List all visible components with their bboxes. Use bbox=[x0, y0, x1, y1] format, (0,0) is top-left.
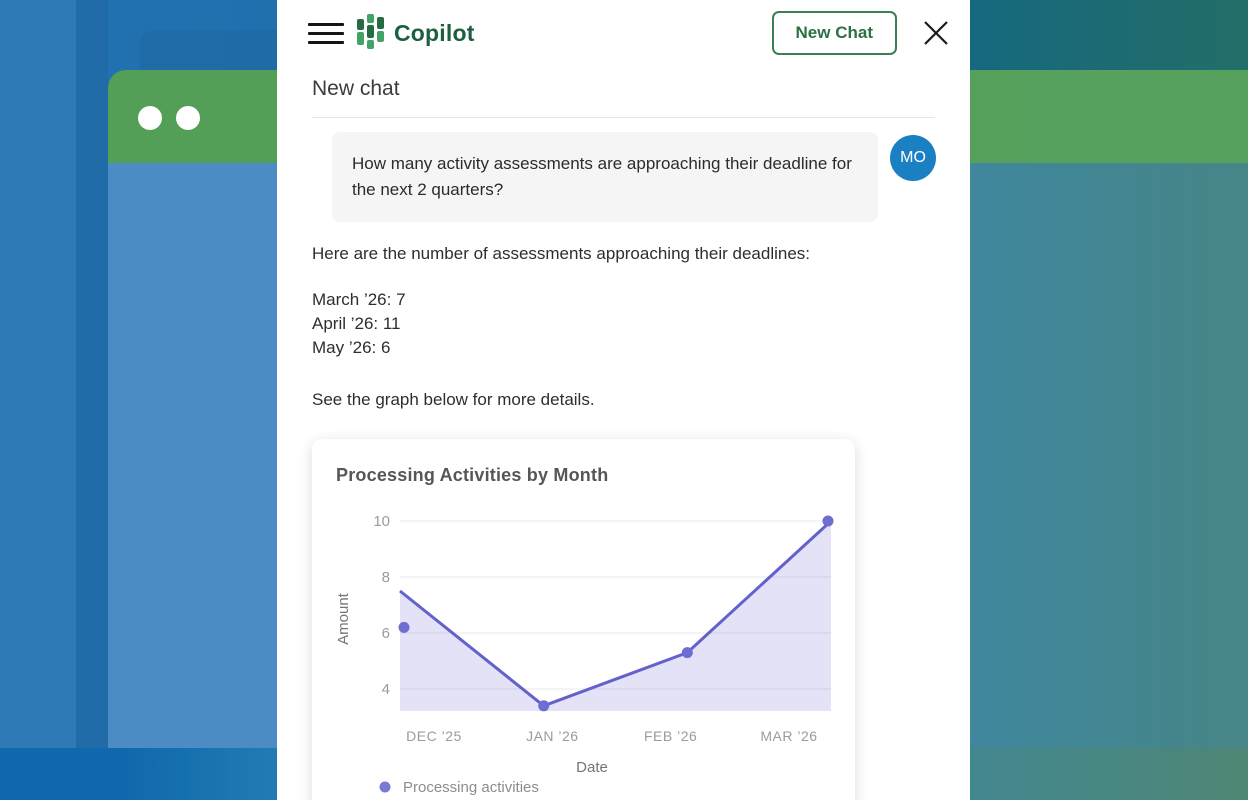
x-tick-label: DEC ’25 bbox=[406, 728, 462, 744]
menu-icon[interactable] bbox=[308, 22, 344, 44]
window-dot-icon bbox=[138, 106, 162, 130]
page-title: New chat bbox=[312, 77, 400, 100]
area-fill bbox=[400, 521, 831, 711]
y-tick-label: 8 bbox=[382, 569, 390, 586]
window-control-dots bbox=[138, 106, 200, 130]
user-message-row: How many activity assessments are approa… bbox=[332, 132, 936, 222]
stat-line: May ’26: 6 bbox=[312, 338, 391, 357]
data-point bbox=[822, 515, 834, 527]
y-tick-label: 6 bbox=[382, 625, 390, 642]
new-chat-button[interactable]: New Chat bbox=[771, 11, 897, 55]
x-tick-label: MAR ’26 bbox=[760, 728, 817, 744]
divider bbox=[312, 117, 935, 118]
copilot-logo-icon bbox=[357, 14, 384, 52]
app-title: Copilot bbox=[394, 19, 475, 46]
stat-line: March ’26: 7 bbox=[312, 290, 406, 309]
data-point bbox=[681, 647, 693, 659]
chart-card: Processing Activities by Month 10 8 6 4 DEC… bbox=[312, 439, 855, 800]
user-message-bubble: How many activity assessments are approa… bbox=[332, 132, 878, 222]
user-avatar: MO bbox=[890, 135, 936, 181]
background-dark-strip bbox=[76, 0, 108, 800]
assistant-outro: See the graph below for more details. bbox=[312, 390, 595, 409]
x-tick-label: FEB ’26 bbox=[644, 728, 697, 744]
series-line bbox=[399, 519, 833, 708]
y-tick-label: 4 bbox=[382, 681, 390, 698]
stat-line: April ’26: 11 bbox=[312, 314, 401, 333]
legend-dot-icon bbox=[379, 781, 391, 793]
legend-label: Processing activities bbox=[403, 779, 539, 796]
chart-title: Processing Activities by Month bbox=[336, 465, 609, 485]
x-tick-label: JAN ’26 bbox=[526, 728, 579, 744]
assistant-stats: March ’26: 7 April ’26: 11 May ’26: 6 bbox=[312, 288, 842, 360]
assistant-message: Here are the number of assessments appro… bbox=[312, 242, 842, 412]
close-icon[interactable] bbox=[922, 19, 950, 47]
copilot-panel: Copilot New Chat New chat How many activ… bbox=[277, 0, 970, 800]
panel-topbar: Copilot New Chat bbox=[277, 0, 970, 58]
background-left-strip bbox=[0, 0, 76, 800]
y-tick-label: 10 bbox=[373, 513, 390, 530]
data-point bbox=[538, 700, 550, 712]
y-axis-label: Amount bbox=[335, 592, 352, 645]
x-axis-label: Date bbox=[576, 759, 608, 776]
assistant-intro: Here are the number of assessments appro… bbox=[312, 244, 811, 263]
window-dot-icon bbox=[176, 106, 200, 130]
data-point bbox=[398, 621, 410, 633]
line-chart: 10 8 6 4 DEC ’25 JAN ’26 FEB ’26 MAR ’26 Amoun… bbox=[312, 494, 855, 800]
